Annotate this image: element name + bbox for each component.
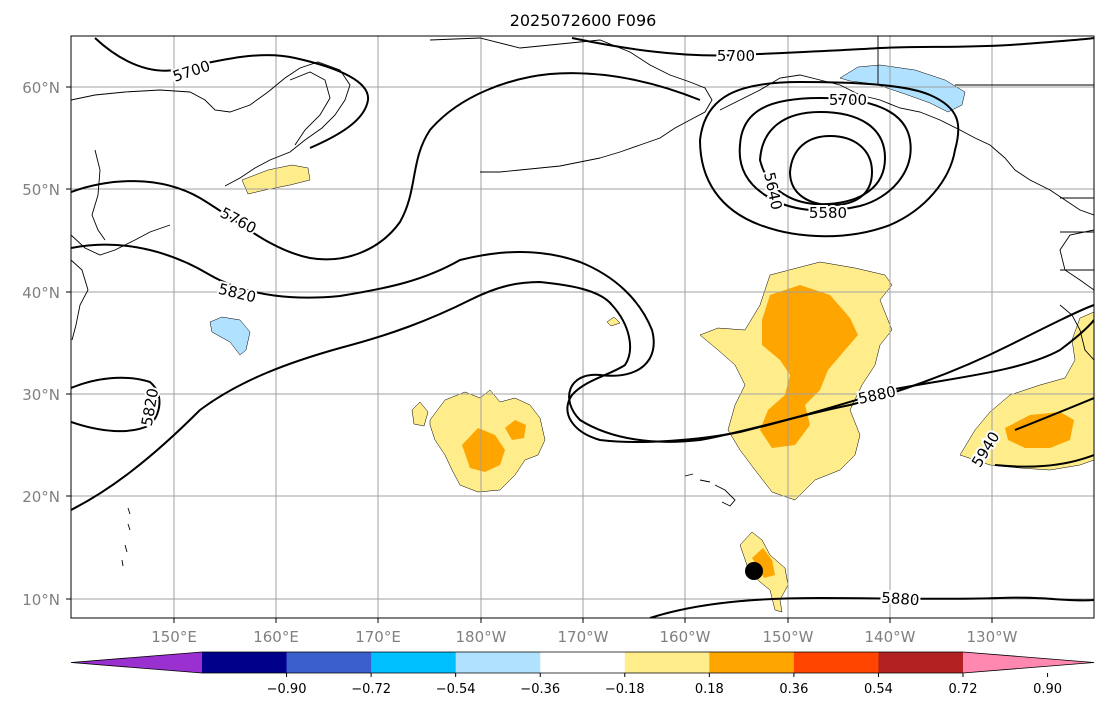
colorbar-segment bbox=[371, 652, 457, 673]
contour-label: 5820 bbox=[217, 280, 258, 307]
lat-label: 20°N bbox=[22, 488, 60, 506]
contour-label: 5700 bbox=[717, 47, 755, 65]
contour-5700-northwest bbox=[94, 37, 370, 149]
contour-5880 bbox=[71, 280, 1094, 511]
lon-label: 160°W bbox=[660, 628, 711, 646]
colorbar-extend-min bbox=[71, 652, 202, 673]
map-title: 2025072600 F096 bbox=[510, 11, 657, 30]
contour-label: 5580 bbox=[809, 204, 847, 222]
lon-label: 150°E bbox=[151, 628, 197, 646]
contour-label: 5760 bbox=[217, 204, 259, 238]
shade-orange-west-small bbox=[505, 420, 526, 440]
contour-label: 5880 bbox=[856, 382, 897, 408]
colorbar-segment bbox=[540, 652, 626, 673]
contour-5940 bbox=[994, 397, 1094, 468]
coast-baja bbox=[1059, 304, 1094, 361]
contour-label: 5700 bbox=[829, 91, 867, 109]
contour-label: 5700 bbox=[171, 57, 213, 86]
lon-label: 130°W bbox=[967, 628, 1018, 646]
lon-label: 170°W bbox=[558, 628, 609, 646]
longitude-labels: 150°E 160°E 170°E 180°W 170°W 160°W 150°… bbox=[151, 628, 1017, 646]
lat-label: 30°N bbox=[22, 386, 60, 404]
colorbar-segment bbox=[455, 652, 541, 673]
latitude-labels: 60°N 50°N 40°N 30°N 20°N 10°N bbox=[22, 79, 60, 609]
colorbar-segment bbox=[624, 652, 710, 673]
storm-position-dot bbox=[745, 562, 763, 580]
contour-5700-north bbox=[571, 37, 1094, 57]
contour-label: 5820 bbox=[138, 387, 162, 428]
lat-label: 40°N bbox=[22, 284, 60, 302]
lat-label: 60°N bbox=[22, 79, 60, 97]
shade-positive-west-small bbox=[411, 401, 429, 427]
contour-5760 bbox=[71, 72, 701, 261]
colorbar-tick-label: 0.36 bbox=[779, 682, 808, 697]
contour-5880-south bbox=[649, 596, 1094, 618]
colorbar-tick-label: −0.18 bbox=[605, 682, 645, 697]
shade-orange-south bbox=[752, 548, 775, 578]
colorbar-extend-max bbox=[963, 652, 1094, 673]
coast-bering bbox=[429, 37, 713, 159]
contour-low-5700 bbox=[738, 96, 912, 212]
contour-low-5580 bbox=[788, 134, 874, 207]
lat-label: 50°N bbox=[22, 181, 60, 199]
contour-label: 5640 bbox=[760, 170, 786, 211]
colorbar-segment bbox=[286, 652, 372, 673]
lon-label: 170°E bbox=[355, 628, 401, 646]
colorbar-segment bbox=[709, 652, 795, 673]
coast-asia bbox=[71, 61, 351, 187]
shade-orange-central bbox=[760, 285, 858, 448]
coast-korea bbox=[71, 259, 89, 341]
colorbar-tick-label: −0.72 bbox=[351, 682, 391, 697]
coastlines bbox=[71, 36, 1094, 567]
lat-label: 10°N bbox=[22, 591, 60, 609]
shade-positive-midocean bbox=[606, 316, 621, 327]
coast-aleutians bbox=[480, 157, 601, 173]
colorbar-segment bbox=[878, 652, 964, 673]
contour-5820-southwest bbox=[71, 376, 161, 433]
colorbar-tick-label: 0.90 bbox=[1033, 682, 1062, 697]
colorbar-tick-label: −0.36 bbox=[520, 682, 560, 697]
lon-label: 150°W bbox=[763, 628, 814, 646]
colorbar-tick-label: 0.18 bbox=[695, 682, 724, 697]
colorbar-tick-label: 0.72 bbox=[949, 682, 978, 697]
map-area bbox=[71, 36, 1094, 618]
coast-sakhalin bbox=[91, 149, 106, 241]
coast-na-west bbox=[1059, 229, 1094, 291]
coast-alaska bbox=[719, 74, 1094, 216]
colorbar-segment bbox=[793, 652, 879, 673]
shade-negative-west bbox=[209, 316, 251, 356]
contour-low-outer bbox=[698, 80, 960, 238]
colorbar: −0.90 −0.72 −0.54 −0.36 −0.18 0.18 0.36 0.54 0.7… bbox=[70, 651, 1095, 697]
islands-mariana bbox=[121, 507, 131, 567]
contour-low-5640 bbox=[758, 110, 887, 206]
coast-japan bbox=[71, 224, 171, 256]
gridlines bbox=[71, 36, 1094, 618]
colorbar-segment bbox=[202, 652, 288, 673]
colorbar-tick-label: −0.90 bbox=[267, 682, 307, 697]
colorbar-tick-label: −0.54 bbox=[436, 682, 476, 697]
lon-label: 160°E bbox=[253, 628, 299, 646]
axis-ticks bbox=[66, 86, 993, 623]
shade-orange-west bbox=[462, 428, 505, 472]
contour-label: 5880 bbox=[881, 589, 920, 610]
contour-5820 bbox=[71, 243, 1094, 443]
contours bbox=[71, 37, 1094, 618]
lon-label: 140°W bbox=[865, 628, 916, 646]
lon-label: 180°W bbox=[456, 628, 507, 646]
colorbar-outline bbox=[70, 651, 1095, 674]
coast-hawaii bbox=[684, 473, 736, 507]
shade-orange-east bbox=[1005, 412, 1074, 448]
border-canada-alaska bbox=[877, 36, 1094, 271]
colorbar-tick-label: 0.54 bbox=[864, 682, 893, 697]
coast-kamchatka bbox=[289, 71, 331, 146]
shaded-regions bbox=[209, 64, 1094, 613]
